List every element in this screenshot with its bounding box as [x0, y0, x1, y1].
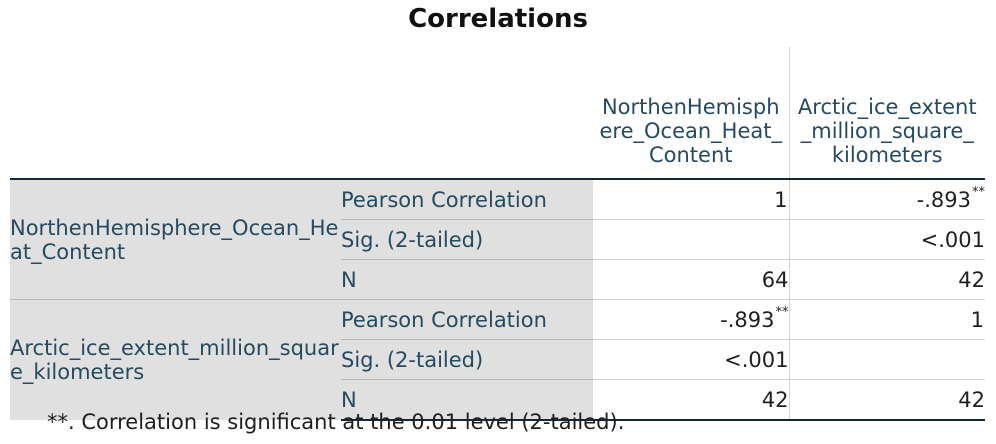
table-row: N 64 42	[10, 259, 985, 300]
cell-value: -.893**	[593, 299, 789, 340]
table-row: Sig. (2-tailed) <.001	[10, 219, 985, 260]
row-variable-arctic-ice: Arctic_ice_extent_million_square_kilomet…	[10, 299, 341, 420]
cell-value: <.001	[593, 339, 789, 380]
stat-label: N	[341, 259, 593, 300]
cell-value: 1	[788, 299, 985, 340]
stat-label: Pearson Correlation	[341, 178, 593, 220]
cell-value: 42	[788, 379, 985, 421]
table-title: Correlations	[408, 4, 588, 34]
cell-value: <.001	[788, 219, 985, 260]
footnote: **. Correlation is significant at the 0.…	[47, 410, 625, 434]
table-row: Sig. (2-tailed) <.001	[10, 339, 985, 380]
table-row: NorthenHemisphere_Ocean_Heat_Content Pea…	[10, 178, 985, 300]
cell-value: 1	[593, 178, 789, 220]
significance-mark: **	[972, 184, 985, 200]
table-row: Arctic_ice_extent_million_square_kilomet…	[10, 299, 985, 420]
column-header-arctic-ice: Arctic_ice_extent_million_square_kilomet…	[788, 47, 985, 179]
cell-value: 42	[788, 259, 985, 300]
cell-value: 64	[593, 259, 789, 300]
header-row: NorthenHemisphere_Ocean_Heat_Content Arc…	[10, 47, 985, 179]
cell-value: 42	[593, 379, 789, 421]
stat-label: Pearson Correlation	[341, 299, 593, 340]
stat-label: Sig. (2-tailed)	[341, 339, 593, 380]
header-corner	[10, 47, 593, 179]
table-row: N 42 42	[10, 379, 985, 421]
cell-value: -.893**	[788, 178, 985, 220]
cell-value	[788, 339, 985, 380]
cell-value	[593, 219, 789, 260]
correlations-table: NorthenHemisphere_Ocean_Heat_Content Arc…	[10, 47, 985, 421]
stat-label: N	[341, 379, 593, 421]
significance-mark: **	[775, 304, 789, 320]
row-variable-ocean-heat: NorthenHemisphere_Ocean_Heat_Content	[10, 178, 341, 300]
stat-label: Sig. (2-tailed)	[341, 219, 593, 260]
column-header-ocean-heat: NorthenHemisphere_Ocean_Heat_Content	[599, 95, 783, 167]
